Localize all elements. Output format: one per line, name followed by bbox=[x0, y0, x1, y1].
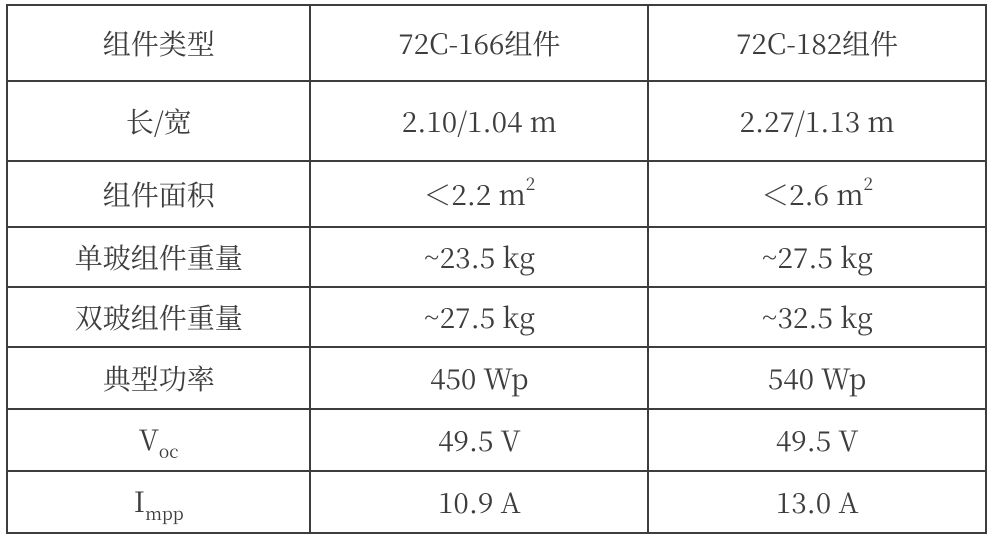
spec-table-body: 组件类型 72C-166组件 72C-182组件 长/宽 2.10/1.04 m bbox=[7, 5, 986, 533]
cell-value-prefix: ＜2.2 m bbox=[423, 174, 525, 214]
cell-value-sup: 2 bbox=[526, 170, 536, 195]
header-label: 72C-182组件 bbox=[736, 23, 898, 63]
cell-value: ~32.5 kg bbox=[761, 297, 873, 337]
table-row: 单玻组件重量 ~23.5 kg ~27.5 kg bbox=[7, 227, 986, 287]
row-label: 单玻组件重量 bbox=[7, 227, 310, 287]
row-label: 典型功率 bbox=[7, 347, 310, 409]
table-row: 双玻组件重量 ~27.5 kg ~32.5 kg bbox=[7, 287, 986, 347]
cell-value: ~27.5 kg bbox=[761, 237, 873, 277]
cell-166: 49.5 V bbox=[310, 409, 648, 471]
row-label: 组件面积 bbox=[7, 161, 310, 227]
label-text: 长/宽 bbox=[126, 101, 192, 141]
cell-166: ＜2.2 m2 bbox=[310, 161, 648, 227]
cell-value: 49.5 V bbox=[776, 420, 859, 460]
table-row: 组件面积 ＜2.2 m2 ＜2.6 m2 bbox=[7, 161, 986, 227]
row-label: 双玻组件重量 bbox=[7, 287, 310, 347]
label-text: 双玻组件重量 bbox=[75, 297, 243, 337]
cell-166: ~23.5 kg bbox=[310, 227, 648, 287]
cell-value: ~27.5 kg bbox=[424, 297, 536, 337]
cell-value-prefix: ＜2.6 m bbox=[761, 174, 863, 214]
cell-166: 2.10/1.04 m bbox=[310, 81, 648, 161]
cell-166: 10.9 A bbox=[310, 471, 648, 533]
row-label: Voc bbox=[7, 409, 310, 471]
spec-table-container: 组件类型 72C-166组件 72C-182组件 长/宽 2.10/1.04 m bbox=[0, 0, 993, 537]
header-label: 组件类型 bbox=[103, 23, 215, 63]
header-label: 72C-166组件 bbox=[398, 23, 560, 63]
cell-182: 49.5 V bbox=[648, 409, 986, 471]
header-cell-166: 72C-166组件 bbox=[310, 5, 648, 81]
table-row: 长/宽 2.10/1.04 m 2.27/1.13 m bbox=[7, 81, 986, 161]
cell-value: 2.27/1.13 m bbox=[740, 101, 895, 141]
spec-table: 组件类型 72C-166组件 72C-182组件 长/宽 2.10/1.04 m bbox=[6, 4, 987, 534]
cell-value: 10.9 A bbox=[438, 482, 521, 522]
table-row: Impp 10.9 A 13.0 A bbox=[7, 471, 986, 533]
cell-182: ~32.5 kg bbox=[648, 287, 986, 347]
cell-182: ＜2.6 m2 bbox=[648, 161, 986, 227]
cell-value: 2.10/1.04 m bbox=[402, 101, 557, 141]
table-row: Voc 49.5 V 49.5 V bbox=[7, 409, 986, 471]
label-prefix: V bbox=[139, 419, 159, 459]
label-prefix: I bbox=[134, 481, 145, 521]
table-row: 典型功率 450 Wp 540 Wp bbox=[7, 347, 986, 409]
cell-value-sup: 2 bbox=[864, 170, 874, 195]
cell-166: ~27.5 kg bbox=[310, 287, 648, 347]
cell-182: 540 Wp bbox=[648, 347, 986, 409]
table-header-row: 组件类型 72C-166组件 72C-182组件 bbox=[7, 5, 986, 81]
cell-value: ~23.5 kg bbox=[424, 237, 536, 277]
header-cell-type: 组件类型 bbox=[7, 5, 310, 81]
cell-182: 2.27/1.13 m bbox=[648, 81, 986, 161]
label-text: 单玻组件重量 bbox=[75, 237, 243, 277]
label-sub: oc bbox=[159, 438, 179, 463]
label-text: 组件面积 bbox=[103, 174, 215, 214]
label-sub: mpp bbox=[145, 500, 184, 525]
cell-182: 13.0 A bbox=[648, 471, 986, 533]
cell-value: 49.5 V bbox=[438, 420, 521, 460]
cell-value: 540 Wp bbox=[768, 358, 867, 398]
cell-182: ~27.5 kg bbox=[648, 227, 986, 287]
label-text: 典型功率 bbox=[103, 358, 215, 398]
cell-166: 450 Wp bbox=[310, 347, 648, 409]
row-label: Impp bbox=[7, 471, 310, 533]
row-label: 长/宽 bbox=[7, 81, 310, 161]
header-cell-182: 72C-182组件 bbox=[648, 5, 986, 81]
cell-value: 450 Wp bbox=[430, 358, 529, 398]
cell-value: 13.0 A bbox=[776, 482, 859, 522]
